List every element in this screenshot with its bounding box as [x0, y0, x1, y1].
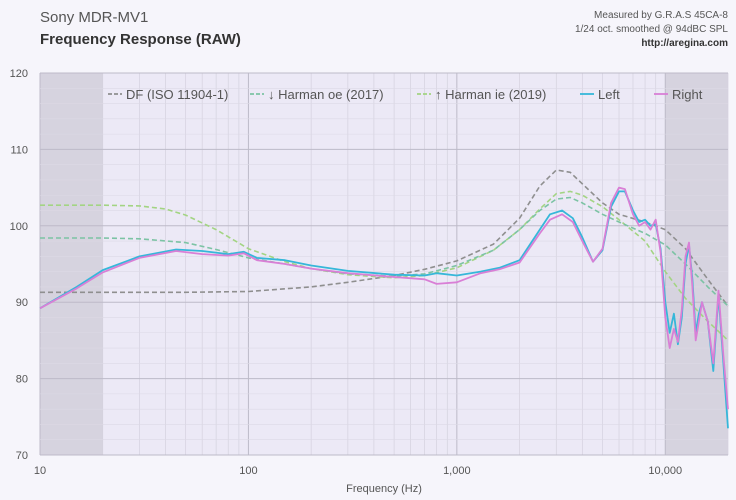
- legend-label: ↓ Harman oe (2017): [268, 87, 384, 102]
- y-tick-label: 80: [16, 374, 28, 386]
- y-tick-label: 110: [10, 144, 28, 156]
- plot-area: [40, 73, 728, 455]
- x-tick-label: 1,000: [443, 465, 471, 477]
- legend: DF (ISO 11904-1) ↓ Harman oe (2017) ↑ Harm…: [108, 87, 703, 102]
- x-tick-labels: 10 100 1,000 10,000: [34, 465, 682, 477]
- chart-subtitle: Frequency Response (RAW): [40, 31, 241, 48]
- y-tick-label: 100: [10, 221, 28, 233]
- legend-label: Left: [598, 87, 620, 102]
- y-tick-label: 120: [10, 68, 28, 80]
- y-tick-labels: 70 80 90 100 110 120: [10, 68, 28, 462]
- smoothing-info: 1/24 oct. smoothed @ 94dBC SPL: [575, 24, 728, 35]
- legend-label: Right: [672, 87, 703, 102]
- source-url: http://aregina.com: [641, 38, 728, 49]
- legend-label: DF (ISO 11904-1): [126, 87, 228, 102]
- x-axis-label: Frequency (Hz): [346, 483, 422, 495]
- legend-label: ↑ Harman ie (2019): [435, 87, 546, 102]
- y-tick-label: 90: [16, 297, 28, 309]
- grid-lines: [39, 72, 729, 456]
- series-line: [40, 196, 729, 307]
- x-tick-label: 10: [34, 465, 46, 477]
- x-tick-label: 10,000: [648, 465, 682, 477]
- x-tick-label: 100: [239, 465, 257, 477]
- series-lines: [39, 169, 729, 429]
- shaded-regions: [40, 73, 728, 455]
- chart-title: Sony MDR-MV1: [40, 9, 148, 26]
- shaded-region: [40, 73, 103, 455]
- series-line: [39, 186, 729, 410]
- y-tick-label: 70: [16, 450, 28, 462]
- measurement-info: Measured by G.R.A.S 45CA-8: [594, 10, 728, 21]
- series-line: [40, 190, 729, 341]
